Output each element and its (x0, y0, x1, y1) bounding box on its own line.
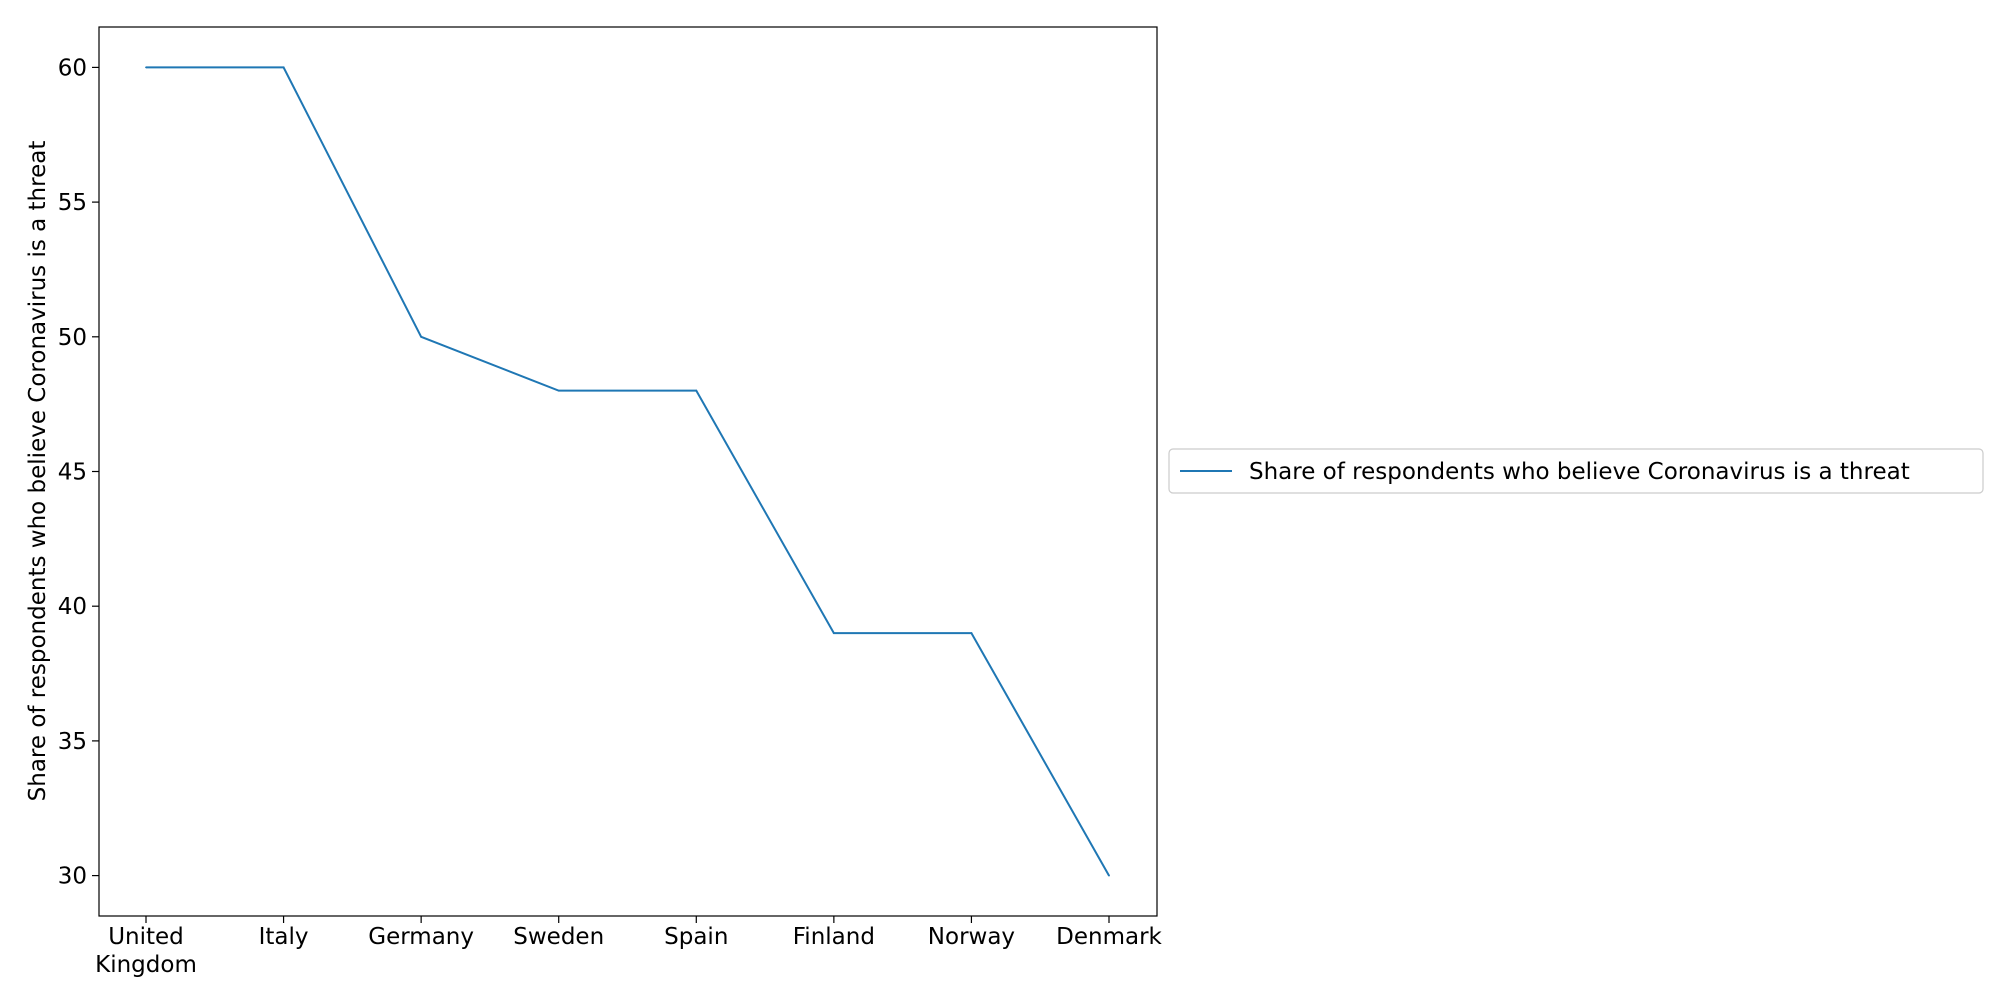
x-tick-label: Italy (259, 924, 309, 950)
x-tick-label: Germany (368, 924, 474, 950)
x-tick-label: United Kingdom (95, 924, 197, 978)
x-tick-label: Finland (793, 924, 875, 950)
x-tick-label: Norway (928, 924, 1015, 950)
x-tick-label-line: Sweden (513, 924, 604, 950)
legend-label: Share of respondents who believe Coronav… (1249, 459, 1910, 485)
x-tick-label: Sweden (513, 924, 604, 950)
y-tick-label: 40 (58, 594, 87, 620)
data-point (557, 389, 560, 392)
legend-box (1168, 448, 1984, 494)
y-tick-label: 45 (58, 460, 87, 486)
y-tick-label: 50 (58, 325, 87, 351)
data-point (1108, 874, 1110, 877)
x-tick-label-line: Spain (664, 924, 728, 950)
x-tick-label-line: Germany (368, 924, 474, 950)
legend: Share of respondents who believe Coronav… (1168, 448, 1984, 494)
x-tick-label-line: Norway (928, 924, 1015, 950)
series-line (146, 66, 1110, 877)
x-axis-ticks: United Kingdom Italy Germany Sweden Spain Finl… (95, 916, 1163, 978)
y-tick-label: 35 (58, 729, 87, 755)
data-point (282, 66, 285, 69)
x-tick-label-line: Denmark (1056, 924, 1162, 950)
y-tick-label: 60 (58, 55, 87, 81)
plot-area (98, 26, 1158, 917)
series-layer (145, 66, 1110, 877)
data-point (420, 335, 423, 338)
x-tick-label-line: Italy (259, 924, 309, 950)
data-point (832, 632, 835, 635)
y-axis-ticks: 30 35 40 45 50 55 60 (58, 55, 99, 890)
x-tick-label: Spain (664, 924, 728, 950)
x-tick-label-line: United (108, 924, 184, 950)
x-tick-label-line: Finland (793, 924, 875, 950)
data-point (695, 389, 698, 392)
y-axis-title: Share of respondents who believe Coronav… (25, 141, 51, 802)
data-point (970, 632, 973, 635)
y-tick-label: 30 (58, 864, 87, 890)
y-tick-label: 55 (58, 190, 87, 216)
x-tick-label: Denmark (1056, 924, 1162, 950)
data-point (145, 66, 147, 69)
x-tick-label-line: Kingdom (95, 952, 197, 978)
